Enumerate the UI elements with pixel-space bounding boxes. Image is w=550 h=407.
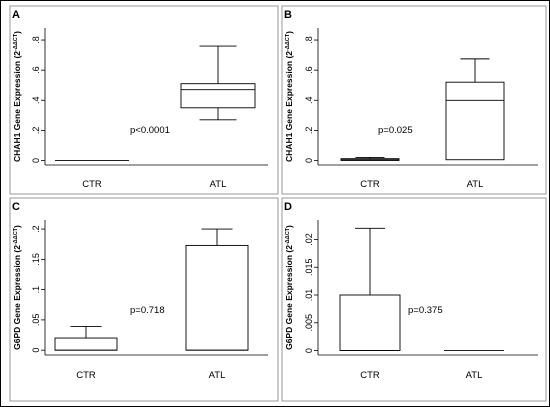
- y-tick-label: .005: [304, 314, 314, 332]
- y-tick-label: .02: [304, 233, 314, 246]
- panel-border: [9, 5, 279, 195]
- box-atl: [185, 228, 249, 351]
- panel-a: A 0 .2 .4 .6 .8 CHAH1 Gene Expression (2-ΔΔCT)…: [9, 5, 279, 195]
- category-label: CTR: [82, 179, 102, 190]
- y-tick-label: .05: [31, 314, 41, 327]
- panel-border: [281, 197, 547, 402]
- category-label: CTR: [76, 370, 96, 381]
- y-axis-label: CHAH1 Gene Expression (2-ΔΔCT): [12, 31, 22, 162]
- box-ctr: [54, 326, 118, 351]
- category-label: ATL: [210, 179, 227, 190]
- panel-d: D 0 .005 .01 .015 .02 G6PD Gene Expression (2-…: [281, 197, 547, 402]
- panel-letter: C: [12, 201, 20, 213]
- category-label: ATL: [209, 370, 226, 381]
- y-tick-label: .4: [31, 97, 41, 105]
- category-label: ATL: [466, 370, 483, 381]
- panel-border: [281, 5, 547, 195]
- y-tick-label: .6: [304, 66, 314, 74]
- p-value: p=0.025: [378, 125, 413, 136]
- category-label: ATL: [467, 179, 484, 190]
- y-axis-label: CHAH1 Gene Expression (2-ΔΔCT): [284, 31, 294, 162]
- category-label: CTR: [360, 179, 380, 190]
- y-tick-label: .15: [31, 253, 41, 266]
- panel-letter: B: [284, 9, 292, 21]
- p-value: p<0.0001: [130, 125, 170, 136]
- box-ctr: [339, 227, 401, 352]
- y-tick-label: .2: [31, 225, 41, 233]
- box-atl: [180, 45, 256, 121]
- y-tick-label: .2: [304, 127, 314, 135]
- box-ctr: [340, 157, 400, 161]
- y-tick-label: .4: [304, 97, 314, 105]
- panel-b: B 0 .2 .4 .6 .8 CHAH1 Gene Expression (2-ΔΔCT)…: [281, 5, 547, 195]
- y-tick-label: .8: [304, 36, 314, 44]
- y-tick-label: .01: [304, 289, 314, 302]
- panel-border: [9, 197, 279, 402]
- box-atl: [445, 58, 505, 161]
- panel-letter: D: [284, 201, 292, 213]
- panel-c: C 0 .05 .1 .15 .2 G6PD Gene Expression (2-ΔΔCT…: [9, 197, 279, 402]
- y-axis-label: G6PD Gene Expression (2-ΔΔCT): [284, 225, 294, 350]
- p-value: p=0.718: [130, 305, 165, 316]
- iqr-box: [445, 81, 505, 161]
- y-tick-label: .6: [31, 66, 41, 74]
- y-tick-label: .1: [31, 286, 41, 294]
- y-tick-label: 0: [31, 158, 41, 163]
- y-tick-label: 0: [31, 348, 41, 353]
- category-label: CTR: [360, 370, 380, 381]
- y-tick-label: .015: [304, 258, 314, 276]
- y-tick-label: .8: [31, 36, 41, 44]
- y-axis-label: G6PD Gene Expression (2-ΔΔCT): [12, 225, 22, 350]
- panel-letter: A: [12, 9, 20, 21]
- y-tick-label: 0: [304, 348, 314, 353]
- iqr-box: [180, 83, 256, 109]
- p-value: p=0.375: [408, 305, 443, 316]
- y-tick-label: 0: [304, 158, 314, 163]
- y-tick-label: .2: [31, 127, 41, 135]
